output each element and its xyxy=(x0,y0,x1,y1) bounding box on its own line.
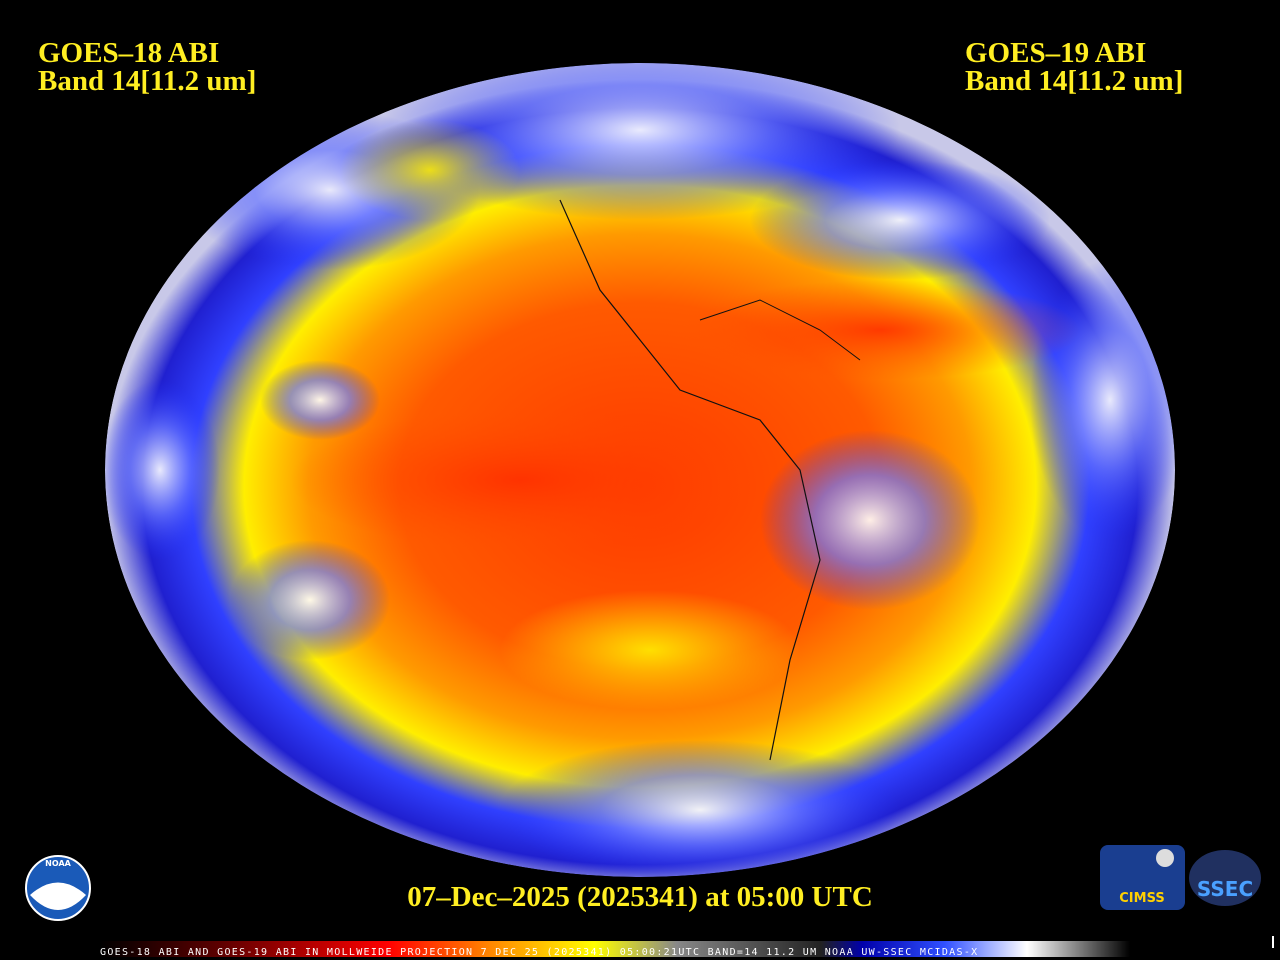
ssec-text: SSEC xyxy=(1197,877,1253,901)
coastline xyxy=(559,199,821,761)
right-satellite: GOES–19 ABI xyxy=(965,37,1146,69)
left-satellite: GOES–18 ABI xyxy=(38,37,219,69)
left-band: Band 14[11.2 um] xyxy=(38,65,256,97)
color-bar xyxy=(100,941,1130,957)
footer-caption: GOES-18 ABI AND GOES-19 ABI IN MOLLWEIDE… xyxy=(100,947,978,958)
cimss-logo: CIMSS xyxy=(1100,845,1185,910)
ssec-logo: SSEC xyxy=(1189,850,1261,906)
cimss-text: CIMSS xyxy=(1119,891,1164,906)
noaa-text: NOAA xyxy=(45,859,71,868)
right-band: Band 14[11.2 um] xyxy=(965,65,1183,97)
marker xyxy=(1272,936,1274,948)
coastline xyxy=(699,299,861,361)
timestamp: 07–Dec–2025 (2025341) at 05:00 UTC xyxy=(407,881,873,913)
noaa-logo: NOAA xyxy=(25,855,91,921)
earth-disc xyxy=(105,63,1175,877)
